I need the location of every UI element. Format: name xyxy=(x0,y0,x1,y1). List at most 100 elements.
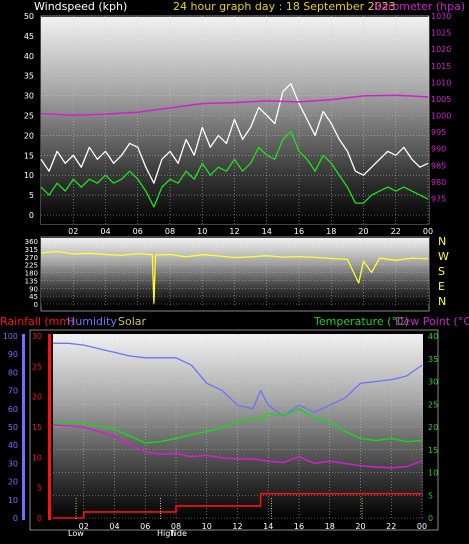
barometer-y-tick: 985 xyxy=(431,161,446,170)
temp-y-tick: 30 xyxy=(428,378,438,387)
humidity-y-tick: 70 xyxy=(8,387,18,396)
wind-x-tick: 12 xyxy=(229,227,239,236)
compass-n-bottom: N xyxy=(438,295,446,308)
temp-y-tick: 15 xyxy=(428,446,438,455)
tide-high-label: High xyxy=(157,529,175,538)
barometer-title: Barometer (hpa) xyxy=(374,0,465,13)
wind-x-tick: 16 xyxy=(294,227,304,236)
header: Windspeed (kph) 24 hour graph day : 18 S… xyxy=(34,0,465,13)
temp-x-tick: 22 xyxy=(386,522,396,531)
humidity-line xyxy=(53,342,423,417)
windspeed-line xyxy=(40,83,429,184)
tide-tide-label: Tide xyxy=(169,529,187,538)
barometer-y-tick: 1010 xyxy=(431,78,451,87)
direction-line xyxy=(40,250,429,304)
humidity-y-tick: 30 xyxy=(8,459,18,468)
wind-x-tick: 06 xyxy=(133,227,143,236)
compass-s: S xyxy=(438,265,445,278)
wind-y-tick: 5 xyxy=(29,191,34,200)
wind-x-tick: 02 xyxy=(68,227,78,236)
barometer-y-tick: 1015 xyxy=(431,62,451,71)
wind-y-tick: 40 xyxy=(24,52,34,61)
direction-y-tick: 90 xyxy=(29,285,38,293)
temp-y-tick: 10 xyxy=(428,469,438,478)
humidity-y-tick: 60 xyxy=(8,405,18,414)
rain-y-tick: 30 xyxy=(32,332,42,341)
compass-labels: N W S E N xyxy=(438,235,449,308)
chart-title: 24 hour graph day : 18 September 2023 xyxy=(173,0,396,13)
wind-y-tick: 35 xyxy=(24,72,34,81)
tide-low-label: Low xyxy=(68,529,84,538)
temp-x-tick: 10 xyxy=(202,522,212,531)
dewpoint-label: Dew Point (°C) xyxy=(395,315,469,328)
temp-y-tick: 25 xyxy=(428,400,438,409)
barometer-y-tick: 1025 xyxy=(431,29,451,38)
barometer-y-tick: 995 xyxy=(431,128,446,137)
humidity-y-tick: 50 xyxy=(8,423,18,432)
temperature-plot-area xyxy=(53,334,423,520)
temperature-label: Temperature (°C) xyxy=(313,315,409,328)
direction-y-tick: 225 xyxy=(25,262,38,270)
tide-labels: Low High Tide xyxy=(68,529,187,538)
dewpoint-line xyxy=(52,423,423,469)
direction-y-tick: 315 xyxy=(25,246,38,254)
wind-x-tick: 04 xyxy=(100,227,110,236)
temp-x-tick: 12 xyxy=(232,522,242,531)
direction-y-tick: 135 xyxy=(25,277,38,285)
series-layer xyxy=(22,83,429,520)
wind-y-tick: 45 xyxy=(24,32,34,41)
temp-x-tick: 02 xyxy=(79,522,89,531)
wind-y-tick: 20 xyxy=(24,131,34,140)
panel-backgrounds xyxy=(29,15,439,531)
wind-y-tick: 30 xyxy=(24,92,34,101)
humidity-y-tick: 90 xyxy=(8,350,18,359)
wind-y-tick: 15 xyxy=(24,151,34,160)
rain-y-tick: 15 xyxy=(32,423,42,432)
windspeed-title: Windspeed (kph) xyxy=(34,0,127,13)
barometer-y-tick: 980 xyxy=(431,178,446,187)
compass-w: W xyxy=(438,250,449,263)
barometer-y-tick: 990 xyxy=(431,145,446,154)
direction-y-tick: 360 xyxy=(25,238,38,246)
rain-axis-bar xyxy=(48,334,51,520)
barometer-y-tick: 1000 xyxy=(431,112,451,121)
lower-legend: Rainfall (mm) Humidity Solar Temperature… xyxy=(0,315,469,328)
humidity-y-tick: 40 xyxy=(8,441,18,450)
direction-y-tick: 0 xyxy=(34,301,38,309)
humidity-y-tick: 10 xyxy=(8,496,18,505)
wind-x-tick: 10 xyxy=(197,227,207,236)
barometer-y-tick: 1005 xyxy=(431,95,451,104)
barometer-y-tick: 1020 xyxy=(431,45,451,54)
windspeed-avg-line xyxy=(40,130,429,208)
rain-y-tick: 5 xyxy=(37,484,42,493)
solar-label: Solar xyxy=(118,315,147,328)
compass-n-top: N xyxy=(438,235,446,248)
wind-x-tick: 08 xyxy=(165,227,175,236)
compass-e: E xyxy=(438,280,445,293)
grids xyxy=(41,15,429,520)
wind-x-tick: 22 xyxy=(391,227,401,236)
humidity-y-tick: 20 xyxy=(8,478,18,487)
barometer-line xyxy=(40,94,429,116)
temp-x-tick: 00 xyxy=(417,522,427,531)
tick-labels: 02 04 06 08 10 12 14 16 18 20 22 000510152025303540… xyxy=(3,12,452,531)
humidity-y-tick: 100 xyxy=(3,332,18,341)
rain-y-tick: 20 xyxy=(32,393,42,402)
humidity-y-tick: 0 xyxy=(13,514,18,523)
wind-x-tick: 18 xyxy=(326,227,336,236)
wind-y-tick: 25 xyxy=(24,112,34,121)
temp-y-tick: 5 xyxy=(428,491,433,500)
humidity-axis-bar xyxy=(22,334,25,520)
temp-x-tick: 06 xyxy=(140,522,150,531)
wind-x-tick: 14 xyxy=(262,227,272,236)
barometer-y-tick: 975 xyxy=(431,194,446,203)
temp-x-tick: 14 xyxy=(263,522,273,531)
temp-y-tick: 40 xyxy=(428,332,438,341)
wind-y-tick: 10 xyxy=(24,171,34,180)
temp-y-tick: 20 xyxy=(428,423,438,432)
wind-x-tick: 00 xyxy=(423,227,433,236)
temperature-line xyxy=(52,408,423,444)
temp-x-tick: 18 xyxy=(325,522,335,531)
temp-x-tick: 20 xyxy=(355,522,365,531)
wind-x-tick: 20 xyxy=(358,227,368,236)
